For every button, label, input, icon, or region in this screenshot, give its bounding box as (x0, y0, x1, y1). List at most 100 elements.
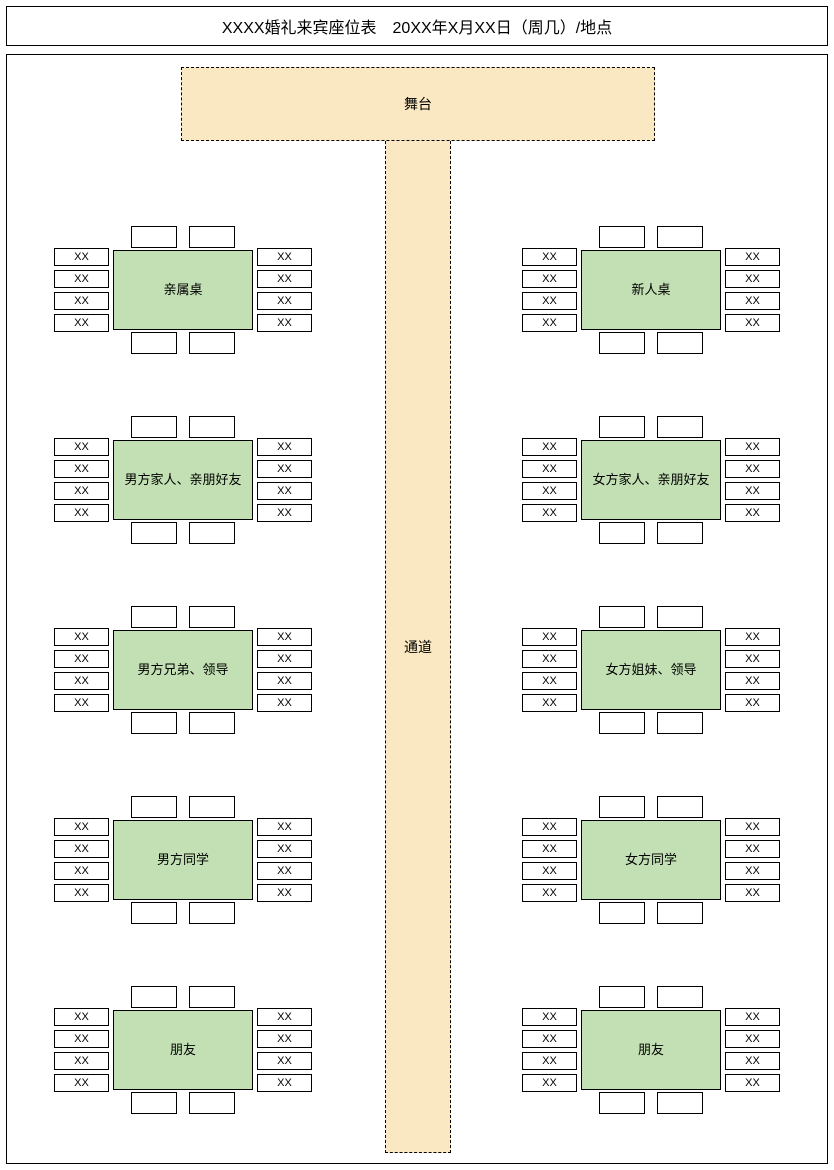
table-core: 男方家人、亲朋好友 (113, 440, 253, 520)
table-core: 女方家人、亲朋好友 (581, 440, 721, 520)
table-core: 朋友 (581, 1010, 721, 1090)
seat-right: XX (725, 1008, 780, 1026)
seat-right: XX (257, 1052, 312, 1070)
table-core: 男方同学 (113, 820, 253, 900)
seat-right: XX (257, 1074, 312, 1092)
table-core: 亲属桌 (113, 250, 253, 330)
chair-top (599, 226, 645, 248)
table-group: 女方同学XXXXXXXXXXXXXXXX (521, 795, 781, 925)
chair-bottom (599, 332, 645, 354)
chair-top (189, 606, 235, 628)
seat-right: XX (257, 460, 312, 478)
seat-right: XX (257, 884, 312, 902)
chair-bottom (599, 522, 645, 544)
chair-bottom (189, 1092, 235, 1114)
seat-left: XX (522, 672, 577, 690)
table-group: 男方兄弟、领导XXXXXXXXXXXXXXXX (53, 605, 313, 735)
chair-top (657, 226, 703, 248)
floor-plan: 舞台 通道 亲属桌XXXXXXXXXXXXXXXX新人桌XXXXXXXXXXXX… (6, 54, 828, 1164)
chair-top (131, 796, 177, 818)
seat-left: XX (54, 1074, 109, 1092)
seat-left: XX (54, 1052, 109, 1070)
seat-right: XX (257, 628, 312, 646)
seat-left: XX (54, 314, 109, 332)
seat-right: XX (725, 694, 780, 712)
seat-left: XX (522, 628, 577, 646)
seat-right: XX (725, 1074, 780, 1092)
chair-top (599, 796, 645, 818)
seat-right: XX (257, 840, 312, 858)
chair-top (131, 226, 177, 248)
chair-top (131, 416, 177, 438)
seat-left: XX (522, 270, 577, 288)
chair-bottom (189, 522, 235, 544)
chair-bottom (599, 902, 645, 924)
seat-left: XX (54, 1008, 109, 1026)
seat-left: XX (54, 460, 109, 478)
seat-right: XX (725, 818, 780, 836)
seat-left: XX (54, 650, 109, 668)
seat-right: XX (725, 482, 780, 500)
chair-bottom (131, 902, 177, 924)
seat-left: XX (54, 438, 109, 456)
chair-bottom (657, 1092, 703, 1114)
seat-right: XX (257, 504, 312, 522)
seat-right: XX (725, 650, 780, 668)
chair-bottom (657, 522, 703, 544)
table-core: 朋友 (113, 1010, 253, 1090)
chair-bottom (189, 712, 235, 734)
seat-right: XX (725, 504, 780, 522)
seat-left: XX (54, 248, 109, 266)
seat-left: XX (54, 504, 109, 522)
seat-right: XX (725, 438, 780, 456)
seat-left: XX (54, 694, 109, 712)
seat-right: XX (725, 1030, 780, 1048)
chair-top (131, 986, 177, 1008)
chair-top (657, 606, 703, 628)
table-group: 亲属桌XXXXXXXXXXXXXXXX (53, 225, 313, 355)
chair-bottom (657, 712, 703, 734)
seat-left: XX (54, 1030, 109, 1048)
seat-left: XX (522, 1052, 577, 1070)
stage-box: 舞台 (181, 67, 655, 141)
chair-bottom (189, 902, 235, 924)
seat-left: XX (54, 840, 109, 858)
chair-bottom (131, 522, 177, 544)
seat-left: XX (522, 248, 577, 266)
seat-right: XX (257, 270, 312, 288)
seat-right: XX (725, 460, 780, 478)
seat-right: XX (257, 1030, 312, 1048)
seat-left: XX (54, 818, 109, 836)
seat-right: XX (257, 292, 312, 310)
chair-top (657, 986, 703, 1008)
seat-left: XX (522, 292, 577, 310)
seat-right: XX (257, 482, 312, 500)
seat-left: XX (522, 504, 577, 522)
chair-top (131, 606, 177, 628)
table-group: 朋友XXXXXXXXXXXXXXXX (53, 985, 313, 1115)
seat-left: XX (522, 818, 577, 836)
seat-right: XX (257, 248, 312, 266)
title-text: XXXX婚礼来宾座位表 20XX年X月XX日（周几）/地点 (222, 14, 612, 38)
table-group: 男方家人、亲朋好友XXXXXXXXXXXXXXXX (53, 415, 313, 545)
table-core: 女方同学 (581, 820, 721, 900)
seat-right: XX (257, 694, 312, 712)
chair-top (189, 416, 235, 438)
seat-left: XX (522, 1008, 577, 1026)
seat-left: XX (522, 694, 577, 712)
table-group: 女方姐妹、领导XXXXXXXXXXXXXXXX (521, 605, 781, 735)
table-group: 新人桌XXXXXXXXXXXXXXXX (521, 225, 781, 355)
chair-top (657, 796, 703, 818)
chair-bottom (131, 332, 177, 354)
seat-left: XX (54, 862, 109, 880)
seat-right: XX (257, 314, 312, 332)
chair-bottom (657, 902, 703, 924)
chair-top (189, 986, 235, 1008)
seat-right: XX (257, 650, 312, 668)
chair-bottom (189, 332, 235, 354)
chair-bottom (131, 712, 177, 734)
chair-top (657, 416, 703, 438)
seat-right: XX (725, 314, 780, 332)
table-core: 新人桌 (581, 250, 721, 330)
seat-right: XX (257, 818, 312, 836)
